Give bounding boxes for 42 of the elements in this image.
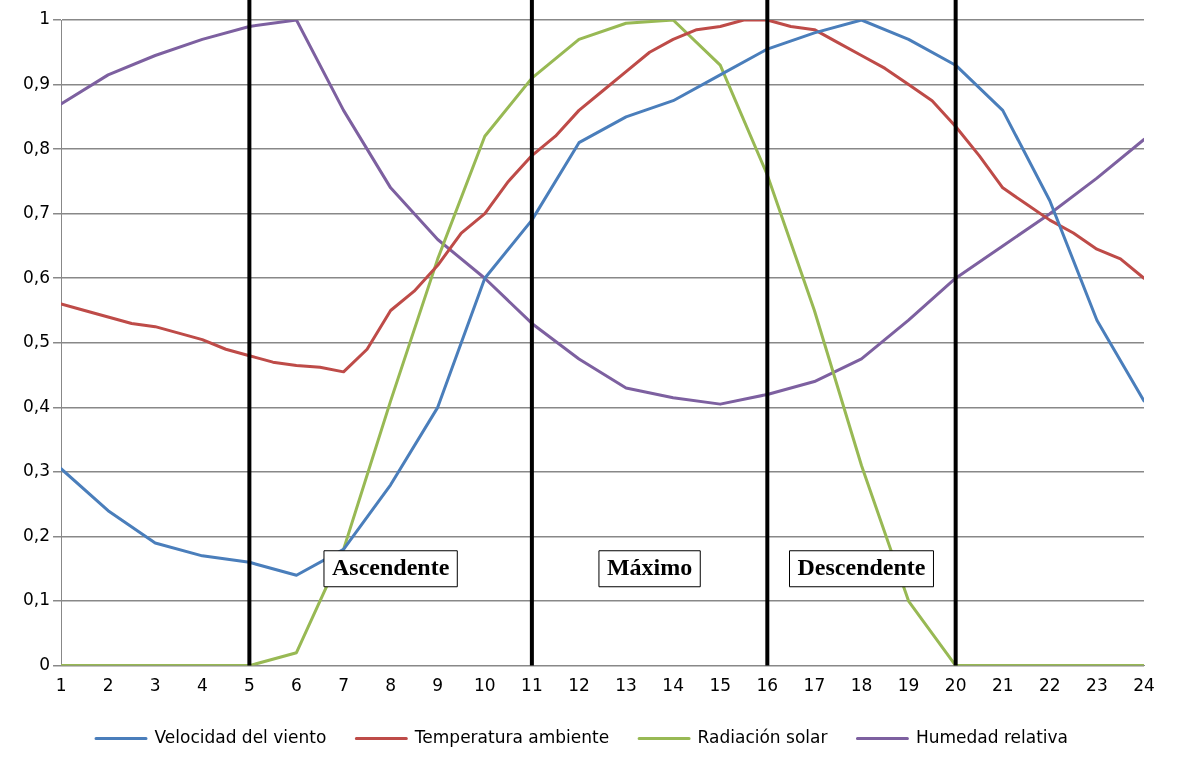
x-tick-label: 24 — [1133, 675, 1155, 696]
x-tick-label: 4 — [196, 675, 208, 696]
y-tick-label: 0,2 — [22, 524, 51, 545]
legend-label: Humedad relativa — [915, 726, 1068, 747]
y-tick-label: 1 — [39, 8, 51, 29]
x-tick-label: 15 — [709, 675, 732, 696]
legend-label: Temperatura ambiente — [413, 726, 610, 747]
y-tick-label: 0 — [39, 654, 51, 675]
x-tick-label: 9 — [432, 675, 444, 696]
x-tick-label: 18 — [850, 675, 873, 696]
x-tick-label: 14 — [662, 675, 684, 696]
legend-label: Velocidad del viento — [154, 726, 327, 747]
x-tick-label: 8 — [385, 675, 397, 696]
y-tick-label: 0,9 — [22, 72, 51, 93]
x-tick-label: 6 — [291, 675, 302, 696]
annotation: Máximo — [606, 553, 693, 580]
y-tick-label: 0,4 — [22, 395, 51, 416]
y-tick-label: 0,7 — [22, 202, 51, 223]
x-tick-label: 10 — [473, 675, 496, 696]
x-tick-label: 22 — [1039, 675, 1061, 696]
x-tick-label: 21 — [991, 675, 1014, 696]
x-tick-label: 3 — [149, 675, 161, 696]
x-tick-label: 12 — [568, 675, 590, 696]
x-tick-label: 23 — [1086, 675, 1108, 696]
x-tick-label: 5 — [243, 675, 255, 696]
x-tick-label: 20 — [944, 675, 967, 696]
y-tick-label: 0,3 — [22, 460, 51, 481]
annotation: Ascendente — [331, 553, 450, 580]
x-tick-label: 19 — [897, 675, 920, 696]
y-tick-label: 0,8 — [22, 137, 51, 158]
x-tick-label: 17 — [803, 675, 826, 696]
x-tick-label: 11 — [521, 675, 543, 696]
y-tick-label: 0,5 — [22, 331, 51, 352]
x-tick-label: 13 — [615, 675, 637, 696]
x-tick-label: 16 — [756, 675, 779, 696]
legend-label: Radiación solar — [697, 726, 828, 747]
annotation: Descendente — [797, 553, 926, 580]
x-tick-label: 7 — [338, 675, 349, 696]
x-tick-label: 2 — [102, 675, 114, 696]
y-tick-label: 0,1 — [22, 589, 51, 610]
x-tick-label: 1 — [55, 675, 67, 696]
y-tick-label: 0,6 — [22, 266, 51, 287]
